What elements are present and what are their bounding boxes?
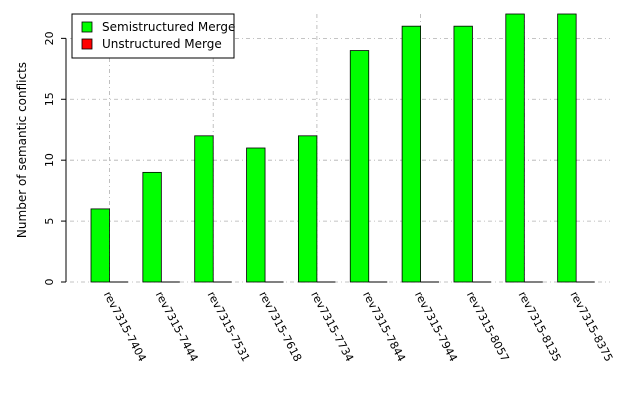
y-tick-label: 5 bbox=[43, 218, 56, 225]
x-tick-label: rev7315-7844 bbox=[360, 289, 408, 364]
x-tick-label: rev7315-7404 bbox=[101, 289, 149, 364]
y-tick-label: 0 bbox=[43, 279, 56, 286]
bar-semistructured-0 bbox=[90, 208, 110, 283]
x-tick-label: rev7315-8375 bbox=[568, 289, 616, 364]
x-tick-label: rev7315-7618 bbox=[256, 289, 304, 364]
x-tick-label: rev7315-7531 bbox=[205, 289, 253, 364]
x-tick-label: rev7315-8135 bbox=[516, 289, 564, 364]
bar-semistructured-2 bbox=[194, 135, 214, 283]
y-axis: 0 5 10 15 20 bbox=[43, 31, 67, 286]
bar-semistructured-6 bbox=[401, 25, 422, 283]
bar-semistructured-7 bbox=[453, 25, 473, 283]
legend-swatch-semistructured bbox=[81, 21, 93, 33]
bar-semistructured-8 bbox=[505, 13, 525, 283]
y-axis-label: Number of semantic conflicts bbox=[15, 62, 29, 238]
bar-semistructured-4 bbox=[297, 135, 318, 283]
x-tick-label: rev7315-8057 bbox=[464, 289, 512, 364]
legend: Semistructured Merge Unstructured Merge bbox=[71, 13, 235, 59]
x-tick-label: rev7315-7944 bbox=[412, 289, 460, 364]
legend-label-unstructured: Unstructured Merge bbox=[102, 37, 222, 51]
legend-label-semistructured: Semistructured Merge bbox=[102, 20, 235, 34]
bars bbox=[90, 13, 595, 283]
y-tick-label: 10 bbox=[43, 153, 56, 167]
bar-semistructured-1 bbox=[142, 171, 162, 283]
bar-semistructured-3 bbox=[246, 147, 266, 283]
y-tick-label: 20 bbox=[43, 31, 56, 45]
y-tick-label: 15 bbox=[43, 92, 56, 106]
legend-swatch-unstructured bbox=[81, 38, 93, 50]
legend-box bbox=[71, 13, 235, 59]
bar-semistructured-5 bbox=[349, 50, 370, 283]
x-tick-label: rev7315-7734 bbox=[308, 289, 356, 364]
bar-semistructured-9 bbox=[557, 13, 577, 283]
category-labels: rev7315-7404 rev7315-7444 rev7315-7531 rev7… bbox=[101, 289, 616, 364]
x-tick-label: rev7315-7444 bbox=[153, 289, 201, 364]
